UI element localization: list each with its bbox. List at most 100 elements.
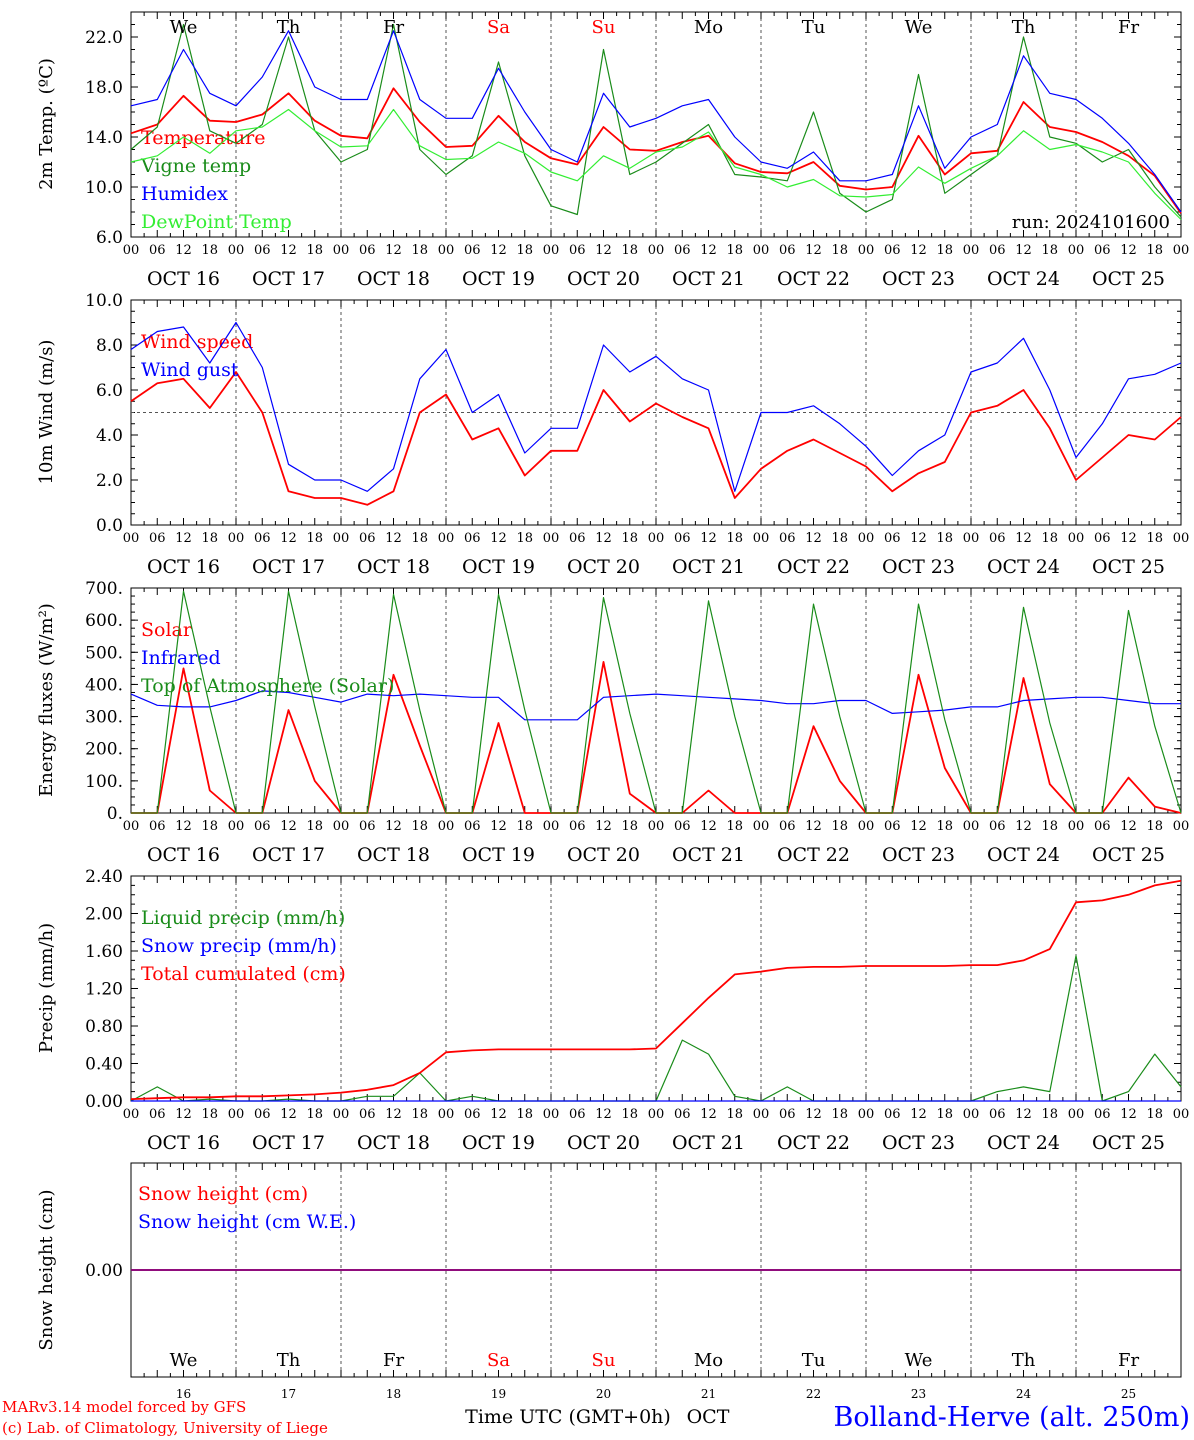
hour-tick-label: 18 xyxy=(1041,819,1058,834)
date-label: OCT 21 xyxy=(672,1132,745,1154)
hour-tick-label: 06 xyxy=(359,1107,376,1122)
hour-tick-label: 00 xyxy=(1068,531,1085,546)
y-tick-label: 14.0 xyxy=(85,128,123,148)
date-label: OCT 24 xyxy=(987,268,1060,290)
hour-tick-label: 18 xyxy=(1041,243,1058,258)
station-title: Bolland-Herve (alt. 250m) xyxy=(834,1402,1190,1433)
hour-tick-label: 18 xyxy=(621,243,638,258)
legend-entry: Snow height (cm) xyxy=(138,1183,308,1205)
date-label: OCT 22 xyxy=(777,1132,850,1154)
hour-tick-label: 12 xyxy=(910,243,927,258)
y-tick-label: 0. xyxy=(107,804,123,824)
date-label: OCT 22 xyxy=(777,556,850,578)
hour-tick-label: 12 xyxy=(490,531,507,546)
hour-tick-label: 18 xyxy=(201,819,218,834)
date-label: OCT 25 xyxy=(1092,844,1165,866)
date-label: OCT 20 xyxy=(567,268,640,290)
date-label: OCT 17 xyxy=(252,268,325,290)
hour-tick-label: 00 xyxy=(228,1107,245,1122)
hour-tick-label: 06 xyxy=(149,819,166,834)
hour-tick-label: 00 xyxy=(123,819,140,834)
hour-tick-label: 00 xyxy=(228,819,245,834)
y-axis-label: Precip (mm/h) xyxy=(36,923,57,1053)
weekday-label: Tu xyxy=(802,1350,826,1371)
hour-tick-label: 12 xyxy=(595,243,612,258)
hour-tick-label: 18 xyxy=(411,819,428,834)
hour-tick-label: 12 xyxy=(280,819,297,834)
hour-tick-label: 12 xyxy=(910,819,927,834)
hour-tick-label: 06 xyxy=(989,1107,1006,1122)
hour-tick-label: 18 xyxy=(1146,243,1163,258)
date-label: OCT 21 xyxy=(672,844,745,866)
y-tick-label: 500. xyxy=(85,643,123,663)
hour-tick-label: 12 xyxy=(490,243,507,258)
hour-tick-label: 18 xyxy=(306,531,323,546)
y-axis-label: Energy fluxes (W/m²) xyxy=(36,603,57,797)
date-label: OCT 19 xyxy=(462,1132,535,1154)
hour-tick-label: 18 xyxy=(726,243,743,258)
hour-tick-label: 06 xyxy=(464,1107,481,1122)
hour-tick-label: 00 xyxy=(543,1107,560,1122)
hour-tick-label: 00 xyxy=(648,1107,665,1122)
weekday-label: Fr xyxy=(383,1350,404,1371)
hour-tick-label: 12 xyxy=(1120,243,1137,258)
y-tick-label: 0.40 xyxy=(85,1055,123,1075)
hour-tick-label: 00 xyxy=(123,1107,140,1122)
hour-tick-label: 00 xyxy=(228,243,245,258)
weekday-label: Sa xyxy=(487,1350,510,1371)
y-tick-label: 6.0 xyxy=(96,381,123,401)
hour-tick-label: 12 xyxy=(385,531,402,546)
hour-tick-label: 00 xyxy=(753,243,770,258)
hour-tick-label: 06 xyxy=(989,531,1006,546)
hour-tick-label: 18 xyxy=(1041,1107,1058,1122)
date-label: OCT 23 xyxy=(882,1132,955,1154)
hour-tick-label: 12 xyxy=(700,243,717,258)
hour-tick-label: 00 xyxy=(1173,1107,1190,1122)
hour-tick-label: 06 xyxy=(464,819,481,834)
date-label: OCT 24 xyxy=(987,1132,1060,1154)
hour-tick-label: 06 xyxy=(674,243,691,258)
legend-entry: Wind gust xyxy=(141,359,239,381)
hour-tick-label: 06 xyxy=(464,243,481,258)
day-number-label: 24 xyxy=(1016,1387,1032,1401)
series-line-top-of-atmosphere-solar- xyxy=(131,590,1182,814)
legend-entry: Solar xyxy=(141,619,193,641)
hour-tick-label: 18 xyxy=(831,819,848,834)
date-label: OCT 16 xyxy=(147,1132,220,1154)
hour-tick-label: 00 xyxy=(123,243,140,258)
hour-tick-label: 06 xyxy=(884,243,901,258)
hour-tick-label: 18 xyxy=(936,531,953,546)
hour-tick-label: 00 xyxy=(1173,531,1190,546)
hour-tick-label: 00 xyxy=(438,531,455,546)
hour-tick-label: 12 xyxy=(490,1107,507,1122)
hour-tick-label: 06 xyxy=(884,531,901,546)
weekday-label: Th xyxy=(277,17,301,38)
series-line-wind-speed xyxy=(130,371,1182,506)
date-label: OCT 24 xyxy=(987,556,1060,578)
hour-tick-label: 12 xyxy=(805,1107,822,1122)
hour-tick-label: 18 xyxy=(306,1107,323,1122)
hour-tick-label: 06 xyxy=(674,531,691,546)
legend-entry: DewPoint Temp xyxy=(141,211,292,233)
hour-tick-label: 06 xyxy=(359,819,376,834)
hour-tick-label: 00 xyxy=(333,243,350,258)
y-tick-label: 0.80 xyxy=(85,1017,123,1037)
y-tick-label: 10.0 xyxy=(85,291,123,311)
legend-entry: Snow precip (mm/h) xyxy=(141,935,337,957)
hour-tick-label: 06 xyxy=(569,531,586,546)
hour-tick-label: 18 xyxy=(201,531,218,546)
day-number-label: 17 xyxy=(281,1387,296,1401)
plot-frame xyxy=(130,11,1182,238)
hour-tick-label: 06 xyxy=(149,531,166,546)
panel-precip: 0.00 0.40 0.80 1.20 1.60 2.00 2.40 Precip (mm/h… xyxy=(36,867,1189,1154)
y-tick-label: 100. xyxy=(85,772,123,792)
hour-tick-label: 00 xyxy=(333,531,350,546)
hour-tick-label: 18 xyxy=(621,531,638,546)
hour-tick-label: 06 xyxy=(149,1107,166,1122)
weekday-label: We xyxy=(905,1350,933,1371)
hour-tick-label: 12 xyxy=(805,243,822,258)
date-label: OCT 19 xyxy=(462,844,535,866)
series-line-infrared xyxy=(130,690,1181,721)
hour-tick-label: 18 xyxy=(936,819,953,834)
y-tick-label: 8.0 xyxy=(96,336,123,356)
